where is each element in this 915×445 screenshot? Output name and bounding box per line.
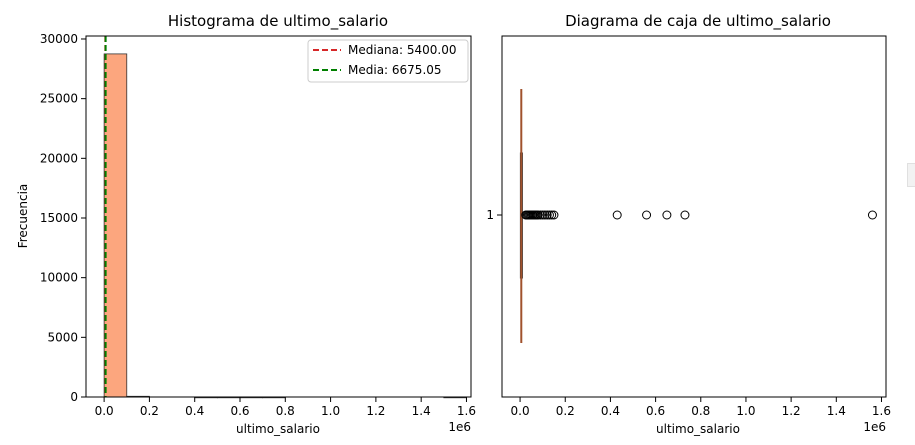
boxplot-outlier-13 <box>538 210 548 220</box>
boxplot-x-tick-label-3: 0.6 <box>646 404 665 418</box>
histogram-title: Histograma de ultimo_salario <box>168 12 388 31</box>
boxplot-x-tick-label-2: 0.4 <box>601 404 620 418</box>
histogram-x-tick-label-5: 1.0 <box>321 404 340 418</box>
histogram-x-tick-label-3: 0.6 <box>230 404 249 418</box>
boxplot-x-ticks: 0.0 0.2 0.4 0.6 0.8 1.0 1.2 1.4 1.6 <box>511 397 891 418</box>
side-panel-handle[interactable] <box>907 163 915 187</box>
boxplot-outlier-14 <box>540 210 550 220</box>
histogram-y-tick-label-6: 30000 <box>40 32 78 46</box>
boxplot-outliers <box>521 210 877 220</box>
boxplot-outlier-16 <box>544 210 554 220</box>
histogram-x-ticks: 0.0 0.2 0.4 0.6 0.8 1.0 1.2 1.4 1.6 <box>95 397 476 418</box>
boxplot-outlier-12 <box>535 210 545 220</box>
boxplot-x-tick-label-1: 0.2 <box>556 404 575 418</box>
boxplot-outlier-23 <box>867 210 877 220</box>
histogram-bars <box>103 53 467 399</box>
boxplot-outlier-19 <box>612 210 622 220</box>
legend-median-label: Mediana: 5400.00 <box>348 43 456 57</box>
boxplot-outlier-11 <box>533 210 543 220</box>
boxplot-x-tick-label-0: 0.0 <box>511 404 530 418</box>
boxplot-axes-frame <box>501 35 887 398</box>
boxplot-outlier-22 <box>680 210 690 220</box>
histogram-x-label: ultimo_salario <box>236 422 320 436</box>
histogram-y-label: Frecuencia <box>16 184 30 249</box>
boxplot-outlier-18 <box>549 210 559 220</box>
boxplot-x-tick-label-5: 1.0 <box>736 404 755 418</box>
histogram-y-tick-label-5: 25000 <box>40 92 78 106</box>
histogram-x-tick-label-7: 1.4 <box>412 404 431 418</box>
boxplot-panel: Diagrama de caja de ultimo_salario 0.0 0.… <box>486 12 891 436</box>
boxplot-outlier-17 <box>547 210 557 220</box>
boxplot-x-label: ultimo_salario <box>656 422 740 436</box>
histogram-panel: Histograma de ultimo_salario 0.0 0.2 0.4 0.… <box>16 12 476 436</box>
boxplot-x-tick-label-6: 1.2 <box>782 404 801 418</box>
boxplot-x-tick-label-4: 0.8 <box>691 404 710 418</box>
histogram-x-tick-label-8: 1.6 <box>457 404 476 418</box>
boxplot-y-tick-label: 1 <box>486 208 494 222</box>
histogram-x-offset-label: 1e6 <box>448 420 471 434</box>
histogram-y-tick-label-0: 0 <box>70 390 78 404</box>
histogram-y-tick-label-1: 5000 <box>47 330 78 344</box>
boxplot-outlier-20 <box>642 210 652 220</box>
histogram-legend: Mediana: 5400.00 Media: 6675.05 <box>307 39 469 83</box>
histogram-axes-frame <box>85 35 472 398</box>
boxplot-outlier-15 <box>542 210 552 220</box>
histogram-x-tick-label-2: 0.4 <box>185 404 204 418</box>
boxplot-x-tick-label-8: 1.6 <box>872 404 891 418</box>
histogram-x-tick-label-4: 0.8 <box>276 404 295 418</box>
histogram-y-tick-label-2: 10000 <box>40 271 78 285</box>
histogram-x-tick-label-1: 0.2 <box>140 404 159 418</box>
boxplot-title: Diagrama de caja de ultimo_salario <box>565 12 831 31</box>
histogram-bar-0 <box>103 53 128 398</box>
histogram-y-tick-label-4: 20000 <box>40 151 78 165</box>
histogram-x-tick-label-0: 0.0 <box>95 404 114 418</box>
boxplot-x-offset-label: 1e6 <box>863 420 886 434</box>
boxplot-x-tick-label-7: 1.4 <box>827 404 846 418</box>
histogram-y-ticks: 0 5000 10000 15000 20000 25000 30000 <box>40 32 86 404</box>
histogram-y-tick-label-3: 15000 <box>40 211 78 225</box>
histogram-x-tick-label-6: 1.2 <box>366 404 385 418</box>
legend-mean-label: Media: 6675.05 <box>348 63 442 77</box>
legend-frame <box>307 39 469 83</box>
boxplot-outlier-21 <box>662 210 672 220</box>
